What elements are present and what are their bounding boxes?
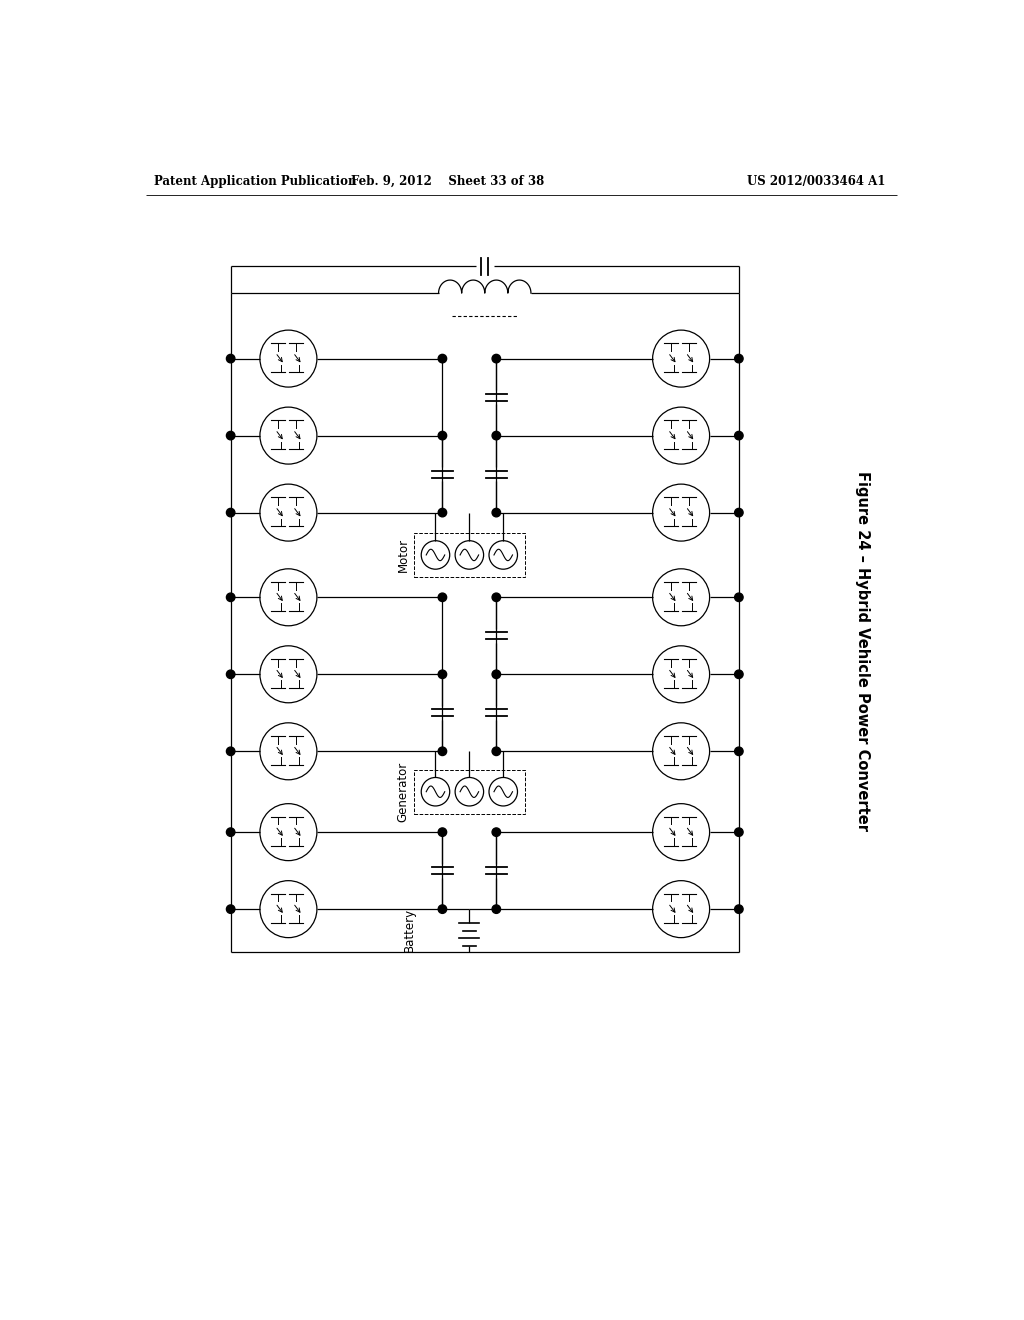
Circle shape	[438, 354, 446, 363]
Circle shape	[438, 828, 446, 837]
Circle shape	[438, 906, 446, 913]
Circle shape	[493, 747, 501, 755]
Circle shape	[734, 508, 743, 517]
Circle shape	[734, 828, 743, 837]
Circle shape	[493, 671, 501, 678]
Circle shape	[438, 432, 446, 440]
Text: US 2012/0033464 A1: US 2012/0033464 A1	[746, 176, 885, 187]
Circle shape	[226, 432, 234, 440]
Text: Feb. 9, 2012    Sheet 33 of 38: Feb. 9, 2012 Sheet 33 of 38	[351, 176, 545, 187]
Text: Motor: Motor	[396, 537, 410, 572]
Circle shape	[438, 747, 446, 755]
Circle shape	[734, 747, 743, 755]
Circle shape	[734, 593, 743, 602]
Circle shape	[438, 593, 446, 602]
Circle shape	[493, 508, 501, 517]
Circle shape	[226, 671, 234, 678]
Text: Generator: Generator	[396, 762, 410, 822]
Text: Figure 24 – Hybrid Vehicle Power Converter: Figure 24 – Hybrid Vehicle Power Convert…	[855, 471, 869, 832]
Circle shape	[226, 906, 234, 913]
Circle shape	[734, 906, 743, 913]
Circle shape	[493, 906, 501, 913]
Circle shape	[493, 432, 501, 440]
Circle shape	[226, 828, 234, 837]
Circle shape	[226, 747, 234, 755]
Circle shape	[438, 508, 446, 517]
Circle shape	[734, 432, 743, 440]
Circle shape	[734, 671, 743, 678]
Circle shape	[438, 671, 446, 678]
Circle shape	[226, 593, 234, 602]
Circle shape	[493, 828, 501, 837]
Circle shape	[226, 508, 234, 517]
Circle shape	[734, 354, 743, 363]
Text: Battery: Battery	[402, 908, 416, 953]
Circle shape	[493, 354, 501, 363]
Circle shape	[226, 354, 234, 363]
Text: Patent Application Publication: Patent Application Publication	[154, 176, 356, 187]
Circle shape	[493, 593, 501, 602]
